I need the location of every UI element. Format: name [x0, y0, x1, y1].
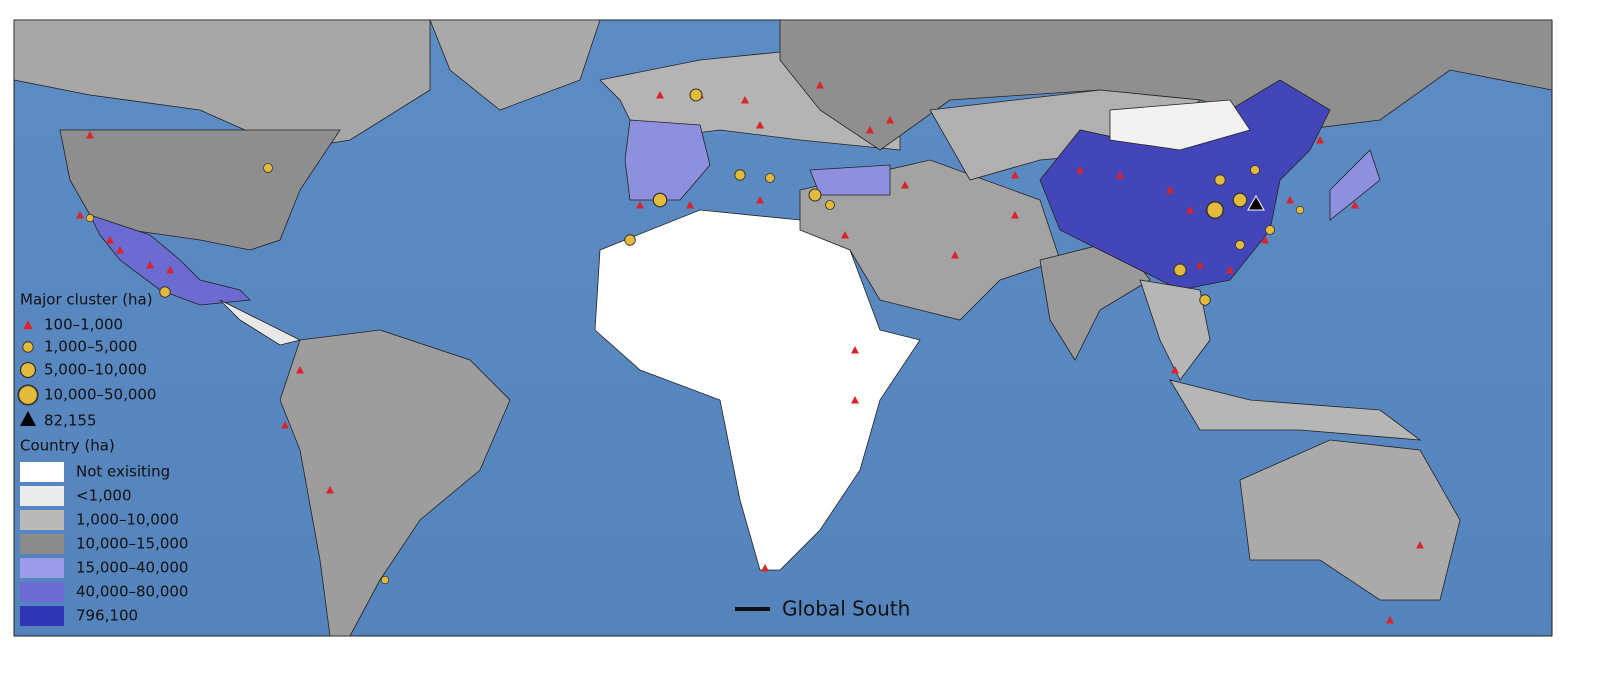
cluster-marker [1173, 263, 1187, 277]
mexico [89, 214, 251, 306]
turkey [809, 164, 891, 196]
cluster-marker [765, 173, 775, 183]
cluster-marker [734, 169, 746, 181]
middle-east [799, 159, 1061, 321]
cluster-marker [159, 286, 171, 298]
legend-label: 1,000–10,000 [76, 511, 179, 529]
cluster-marker [380, 575, 390, 585]
legend-title: Major cluster (ha) [20, 291, 153, 309]
southeast-asia [1139, 279, 1211, 381]
cluster-marker [1206, 201, 1224, 219]
cluster-marker [1235, 240, 1245, 250]
legend-symbol [20, 411, 36, 426]
largest-cluster-marker [1247, 194, 1265, 211]
cluster-marker [1250, 165, 1260, 175]
south-america [279, 329, 511, 637]
cluster-marker [85, 213, 95, 223]
usa [59, 129, 341, 251]
legend-swatch [20, 462, 64, 482]
cluster-marker [1265, 225, 1275, 235]
legend: Major cluster (ha) 100–1,000 1,000–5,000… [17, 291, 188, 626]
legend-swatch [20, 582, 64, 602]
legend-symbol [17, 384, 39, 406]
landmasses [13, 19, 1553, 637]
legend-label: 82,155 [44, 412, 97, 430]
legend-label: 10,000–15,000 [76, 535, 188, 553]
legend-swatch [20, 606, 64, 626]
cluster-marker [1232, 192, 1248, 208]
legend-label: 40,000–80,000 [76, 583, 188, 601]
legend-swatch [20, 558, 64, 578]
legend-swatches: Not exisiting <1,000 1,000–10,000 10,000–15… [20, 462, 188, 626]
cluster-marker [1199, 294, 1211, 306]
legend-symbol [19, 361, 37, 379]
australia [1239, 439, 1461, 601]
cluster-marker [1214, 174, 1226, 186]
legend-label: <1,000 [76, 487, 132, 505]
cluster-marker [1295, 205, 1305, 215]
legend-label: 10,000–50,000 [44, 386, 156, 404]
mongolia [1109, 99, 1251, 151]
cluster-marker [624, 234, 636, 246]
global-south-label: Global South [782, 597, 910, 621]
legend-label: 796,100 [76, 607, 138, 625]
legend-label: 100–1,000 [44, 316, 123, 334]
legend-label: 5,000–10,000 [44, 361, 147, 379]
japan [1329, 149, 1381, 221]
legend-swatch [20, 510, 64, 530]
cluster-marker [689, 88, 703, 102]
cluster-marker [808, 188, 822, 202]
central-america [219, 299, 302, 346]
legend-title: Country (ha) [20, 437, 115, 455]
legend-label: 1,000–5,000 [44, 338, 137, 356]
indonesia [1169, 379, 1422, 441]
greenland [429, 19, 601, 111]
legend-swatch [20, 486, 64, 506]
cluster-marker [825, 200, 835, 210]
cluster-marker [263, 163, 273, 173]
legend-swatch [20, 534, 64, 554]
legend-label: Not exisiting [76, 463, 170, 481]
legend-label: 15,000–40,000 [76, 559, 188, 577]
western-europe [624, 119, 711, 201]
legend-symbol [22, 341, 34, 353]
cluster-marker [652, 192, 668, 208]
